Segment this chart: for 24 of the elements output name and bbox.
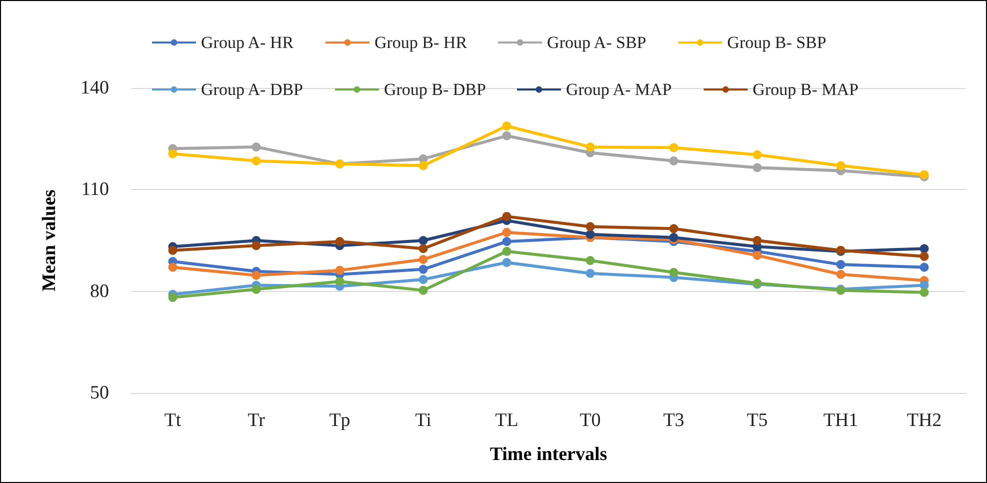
y-axis-title: Mean values: [39, 190, 60, 292]
legend-label: Group B- SBP: [727, 33, 826, 52]
x-axis-title: Time intervals: [490, 444, 608, 465]
x-tick-label: T3: [663, 410, 684, 431]
legend-label: Group B- MAP: [752, 80, 858, 99]
legend-label: Group B- HR: [374, 33, 468, 52]
y-tick-label: 50: [90, 382, 109, 404]
x-tick-label: TH2: [906, 410, 942, 431]
y-tick-label: 140: [80, 78, 109, 98]
legend-label: Group A- MAP: [566, 80, 672, 99]
x-tick-label: T5: [746, 410, 768, 431]
x-tick-label: Tt: [164, 410, 182, 431]
x-tick-label: Ti: [415, 410, 432, 431]
legend-label: Group B- DBP: [384, 80, 486, 99]
y-tick-label: 80: [90, 280, 109, 302]
x-tick-label: TL: [495, 410, 518, 431]
legend-label: Group A- DBP: [201, 80, 304, 99]
x-tick-label: Tp: [329, 410, 350, 431]
x-tick-label: T0: [580, 410, 601, 431]
legend-label: Group A- SBP: [547, 33, 646, 52]
legend-label: Group A- HR: [201, 33, 294, 52]
x-tick-label: Tr: [248, 410, 266, 431]
x-tick-label: TH1: [823, 410, 858, 431]
y-tick-label: 110: [81, 179, 109, 200]
